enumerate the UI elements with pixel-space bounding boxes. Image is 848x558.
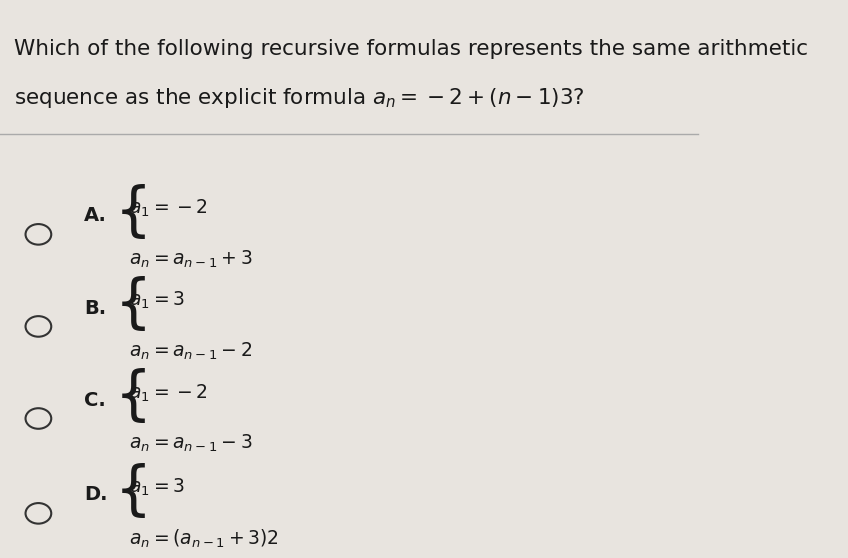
Text: $a_n = a_{n-1} + 3$: $a_n = a_{n-1} + 3$: [129, 248, 253, 270]
Text: Which of the following recursive formulas represents the same arithmetic: Which of the following recursive formula…: [14, 39, 808, 59]
Text: $a_n = a_{n-1} - 3$: $a_n = a_{n-1} - 3$: [129, 432, 253, 454]
Text: D.: D.: [84, 485, 107, 504]
Text: B.: B.: [84, 299, 106, 318]
Text: $a_n = (a_{n-1} + 3)2$: $a_n = (a_{n-1} + 3)2$: [129, 527, 279, 550]
Text: $a_1 = 3$: $a_1 = 3$: [129, 290, 185, 311]
Text: $a_1 = -2$: $a_1 = -2$: [129, 382, 208, 403]
Text: sequence as the explicit formula $a_n = -2 + (n - 1)3$?: sequence as the explicit formula $a_n = …: [14, 86, 584, 110]
Text: $a_n = a_{n-1} - 2$: $a_n = a_{n-1} - 2$: [129, 340, 253, 362]
Text: $a_1 = 3$: $a_1 = 3$: [129, 477, 185, 498]
Text: C.: C.: [84, 391, 105, 410]
Text: $a_1 = -2$: $a_1 = -2$: [129, 198, 208, 219]
Text: {: {: [115, 463, 153, 520]
Text: {: {: [115, 184, 153, 241]
Text: A.: A.: [84, 206, 107, 225]
Text: {: {: [115, 368, 153, 425]
Text: {: {: [115, 276, 153, 333]
